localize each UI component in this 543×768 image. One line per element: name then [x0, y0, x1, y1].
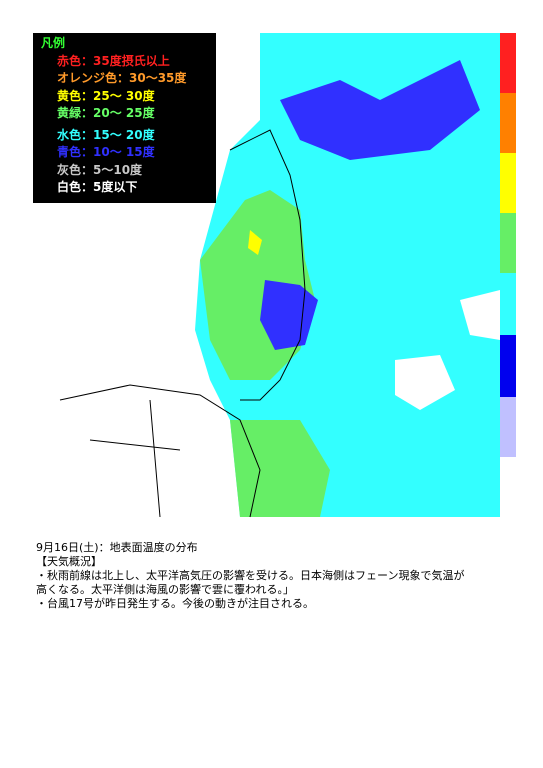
caption-heading: 【天気概況】: [36, 555, 102, 568]
legend-item: 白色：5度以下: [57, 180, 138, 194]
caption: 9月16日(土)：地表面温度の分布 【天気概況】 ・秋雨前線は北上し、太平洋高気…: [36, 541, 464, 611]
caption-line: 高くなる。太平洋側は海風の影響で雲に覆われる。」: [36, 583, 294, 596]
legend-item: オレンジ色：30～35度: [57, 71, 187, 85]
legend: 凡例 赤色：35度摂氏以上オレンジ色：30～35度 黄色：25～ 30度 黄緑：20…: [33, 33, 216, 203]
caption-title: 9月16日(土)：地表面温度の分布: [36, 541, 198, 554]
legend-item: 灰色：5～10度: [57, 162, 143, 177]
legend-title: 凡例: [41, 36, 66, 50]
caption-line: ・秋雨前線は北上し、太平洋高気圧の影響を受ける。日本海側はフェーン現象で気温が: [36, 569, 465, 582]
legend-item: 水色：15～ 20度: [57, 127, 155, 142]
legend-item: 黄緑：20～ 25度: [57, 106, 155, 120]
legend-item: 黄色：25～ 30度: [57, 88, 155, 103]
caption-line: ・台風17号が昨日発生する。今後の動きが注目される。: [36, 597, 314, 610]
legend-item: 赤色：35度摂氏以上: [57, 53, 170, 68]
legend-item: 青色：10～ 15度: [57, 145, 155, 159]
